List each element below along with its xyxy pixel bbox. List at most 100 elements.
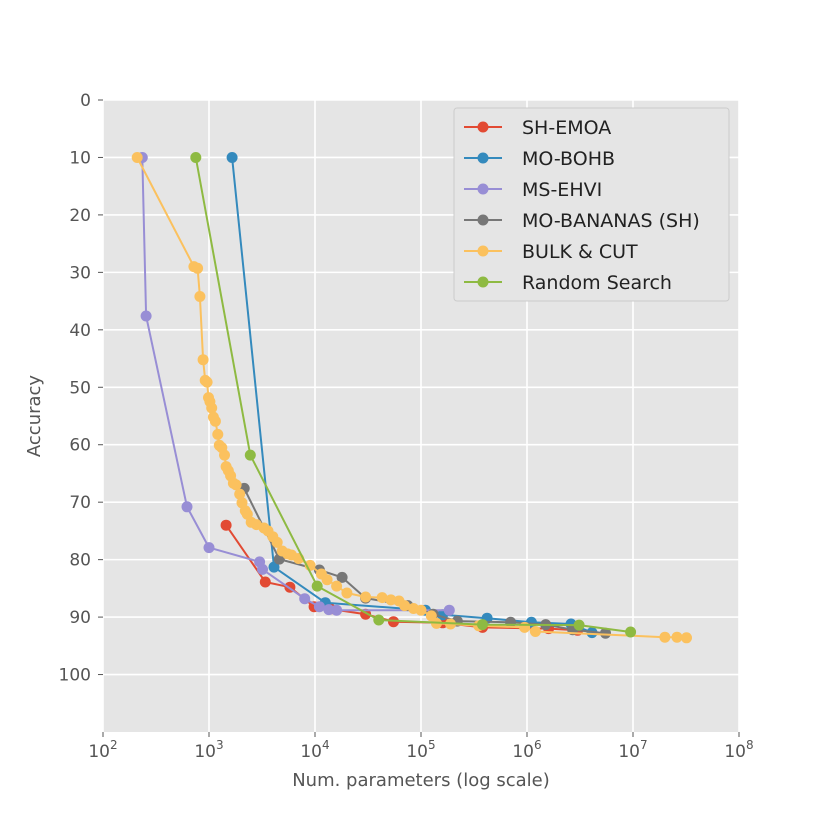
y-tick-label: 100 [59, 666, 91, 686]
data-point [313, 601, 325, 613]
y-tick-label: 90 [69, 608, 91, 628]
data-point [443, 604, 455, 616]
data-point [257, 563, 268, 575]
data-point [190, 152, 202, 163]
x-tick-label: 104 [300, 738, 329, 762]
legend-entry: SH-EMOA [464, 117, 611, 139]
data-point [336, 571, 348, 583]
data-point [201, 376, 213, 388]
legend-label: MS-EHVI [522, 179, 602, 201]
legend-label: MO-BOHB [522, 148, 615, 170]
x-tick-exponent: 3 [216, 738, 224, 752]
data-point [671, 631, 683, 643]
legend-marker [477, 183, 489, 195]
y-tick-label: 40 [69, 321, 91, 341]
x-axis: 102 103 104 105 106 107 108 [88, 732, 754, 762]
y-tick-label: 80 [69, 551, 91, 571]
data-point [206, 402, 218, 414]
legend-label: BULK & CUT [522, 241, 638, 263]
legend-label: SH-EMOA [522, 117, 611, 139]
legend-label: MO-BANANAS (SH) [522, 210, 700, 232]
x-tick-label: 106 [512, 738, 541, 762]
data-point [140, 310, 152, 322]
y-axis-label: Accuracy [24, 375, 45, 458]
x-tick-exponent: 8 [746, 738, 754, 752]
data-point [234, 488, 246, 500]
x-tick-base: 10 [406, 742, 428, 762]
y-tick-label: 60 [69, 436, 91, 456]
x-tick-exponent: 7 [640, 738, 648, 752]
data-point [194, 291, 206, 302]
x-tick-label: 105 [406, 738, 435, 762]
data-point [197, 354, 209, 366]
data-point [219, 449, 230, 461]
y-tick-label: 50 [69, 378, 91, 398]
data-point [477, 619, 488, 631]
data-point [321, 574, 333, 586]
x-tick-base: 10 [618, 742, 640, 762]
x-tick-base: 10 [724, 742, 746, 762]
x-axis-label: Num. parameters (log scale) [292, 770, 550, 791]
data-point [311, 580, 323, 592]
x-tick-exponent: 5 [428, 738, 436, 752]
data-point [299, 593, 311, 605]
data-point [331, 604, 343, 616]
data-point [385, 594, 397, 606]
x-tick-label: 108 [724, 738, 753, 762]
y-tick-label: 20 [69, 206, 91, 226]
legend-box [453, 107, 730, 302]
data-point [625, 626, 637, 638]
data-point [341, 587, 353, 599]
data-point [271, 536, 283, 548]
legend-marker [477, 276, 489, 288]
x-tick-exponent: 4 [322, 738, 330, 752]
legend-entry: Random Search [464, 272, 672, 294]
data-point [600, 627, 611, 639]
y-tick-label: 0 [80, 91, 91, 111]
data-point [226, 152, 238, 163]
data-point [659, 631, 671, 643]
y-axis: 0 10 20 30 40 50 60 70 80 90 100 [59, 91, 103, 686]
data-point [399, 600, 411, 612]
x-tick-base: 10 [512, 742, 534, 762]
x-tick-exponent: 2 [110, 738, 118, 752]
legend-marker [477, 152, 489, 164]
data-point [181, 501, 193, 513]
data-point [573, 619, 585, 631]
legend-entry: MS-EHVI [464, 179, 602, 201]
legend-entry: MO-BANANAS (SH) [464, 210, 700, 232]
x-tick-label: 107 [618, 738, 647, 762]
data-point [209, 415, 221, 427]
data-point [220, 519, 232, 531]
legend-label: Random Search [522, 272, 672, 294]
data-point [376, 592, 388, 604]
y-tick-label: 10 [69, 148, 91, 168]
data-point [373, 614, 385, 626]
x-tick-base: 10 [194, 742, 216, 762]
data-point [529, 626, 541, 637]
series-5 [190, 152, 637, 638]
data-point [268, 561, 280, 573]
y-tick-label: 30 [69, 263, 91, 283]
data-point [360, 591, 372, 603]
legend-entry: BULK & CUT [464, 241, 638, 263]
data-point [212, 428, 224, 440]
legend-marker [477, 121, 489, 133]
x-tick-base: 10 [300, 742, 322, 762]
y-tick-label: 70 [69, 493, 91, 513]
data-point [131, 152, 143, 163]
data-point [230, 479, 242, 491]
series-2 [136, 152, 455, 616]
x-tick-base: 10 [88, 742, 110, 762]
x-tick-label: 102 [88, 738, 117, 762]
data-point [415, 604, 427, 616]
data-point [388, 616, 399, 628]
data-point [331, 580, 343, 592]
legend-marker [477, 245, 489, 257]
data-point [681, 632, 692, 644]
data-point [192, 262, 204, 274]
data-point [203, 542, 215, 554]
data-point [244, 449, 256, 461]
x-tick-exponent: 6 [534, 738, 542, 752]
